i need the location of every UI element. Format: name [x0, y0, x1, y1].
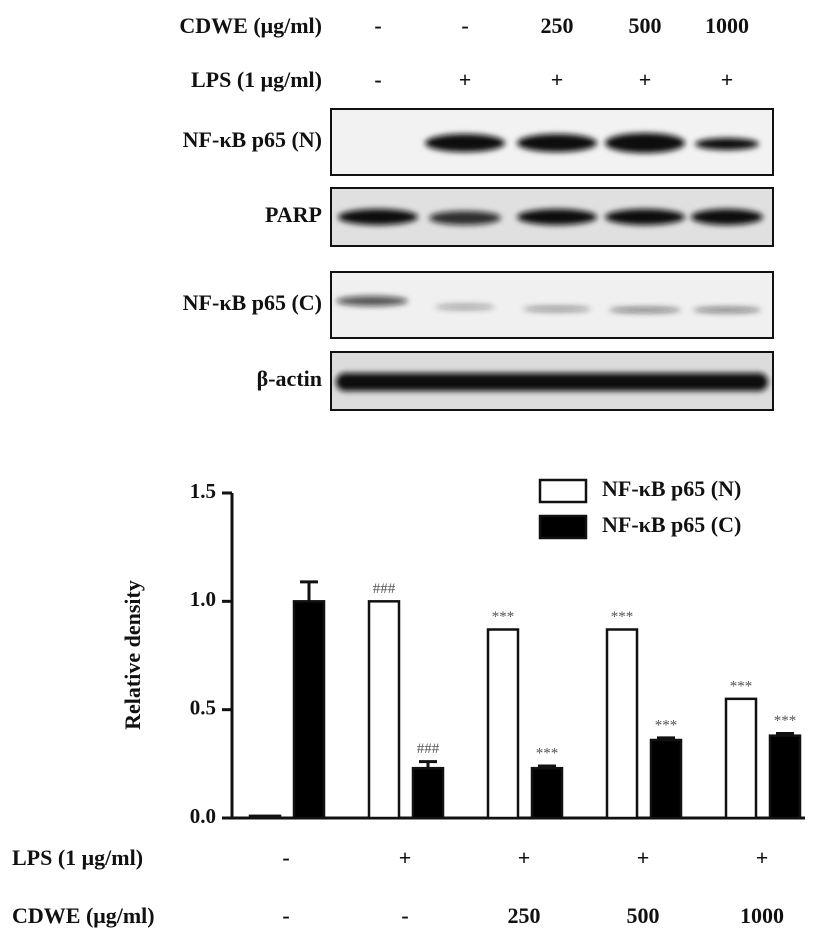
row-value: 500 [629, 13, 662, 38]
condition-value: 500 [627, 903, 660, 928]
condition-value: - [282, 903, 289, 928]
legend-swatch [538, 514, 588, 540]
condition-value: - [282, 845, 289, 870]
bar [605, 628, 639, 820]
row-label: CDWE (μg/ml) [179, 13, 322, 38]
legend-swatch [538, 478, 588, 504]
legend-label: NF-κB p65 (C) [602, 512, 741, 537]
y-tick-label: 0.5 [190, 695, 216, 719]
condition-value: + [399, 845, 412, 870]
y-axis-label: Relative density [120, 580, 145, 730]
y-tick-label: 1.5 [190, 479, 216, 503]
condition-value: 250 [508, 903, 541, 928]
bar [367, 600, 401, 820]
blot-panels [330, 108, 774, 411]
band-label: NF-κB p65 (N) [183, 127, 322, 152]
significance: *** [536, 745, 559, 761]
significance: ### [373, 581, 396, 597]
significance: ### [417, 741, 440, 757]
condition-label: LPS (1 μg/ml) [12, 845, 143, 870]
legend-label: NF-κB p65 (N) [602, 476, 741, 501]
bar [486, 628, 520, 820]
row-label: LPS (1 μg/ml) [191, 67, 322, 92]
band-label: PARP [265, 202, 322, 227]
bar [724, 697, 758, 820]
bar [411, 766, 445, 820]
significance: *** [611, 609, 634, 625]
band-label: β-actin [257, 366, 322, 391]
y-tick-label: 1.0 [190, 587, 216, 611]
row-value: + [551, 67, 564, 92]
row-value: - [461, 13, 468, 38]
band-label: NF-κB p65 (C) [183, 290, 322, 315]
row-value: 250 [541, 13, 574, 38]
condition-value: + [518, 845, 531, 870]
significance: *** [730, 678, 753, 694]
row-value: + [639, 67, 652, 92]
significance: *** [655, 717, 678, 733]
y-tick-label: 0.0 [190, 804, 216, 828]
significance: *** [492, 609, 515, 625]
row-value: - [374, 67, 381, 92]
bar [768, 734, 802, 820]
bar [530, 766, 564, 820]
bar [292, 600, 326, 820]
condition-value: - [401, 903, 408, 928]
row-value: + [459, 67, 472, 92]
condition-value: + [637, 845, 650, 870]
blot-bands [336, 133, 768, 391]
row-value: + [721, 67, 734, 92]
row-value: 1000 [705, 13, 749, 38]
condition-label: CDWE (μg/ml) [12, 903, 155, 928]
bar [649, 738, 683, 820]
condition-value: 1000 [740, 903, 784, 928]
bar [248, 814, 282, 820]
condition-value: + [756, 845, 769, 870]
row-value: - [374, 13, 381, 38]
significance: *** [774, 713, 797, 729]
